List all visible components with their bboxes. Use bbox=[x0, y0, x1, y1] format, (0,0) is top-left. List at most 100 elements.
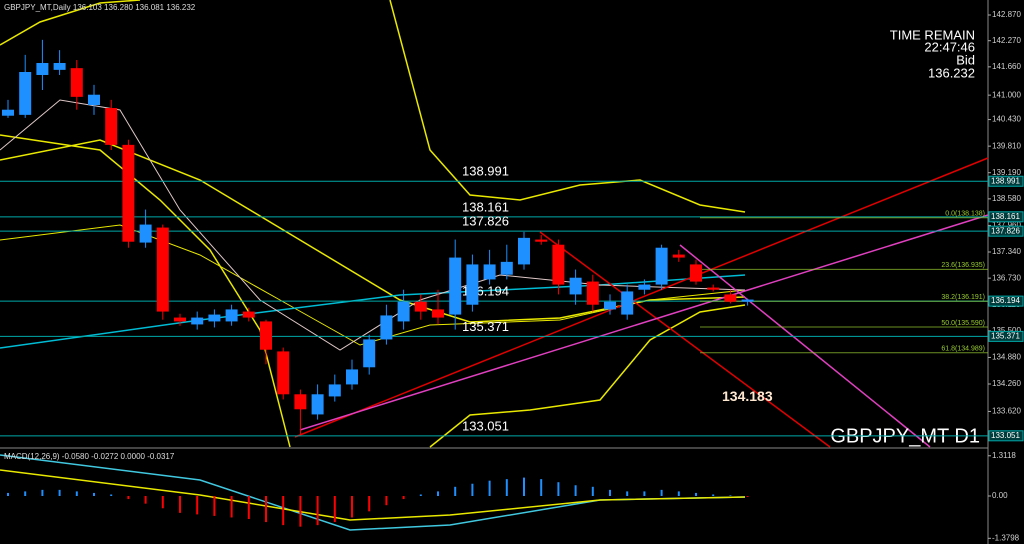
macd-tick-label: 0.00 bbox=[992, 491, 1008, 500]
fib-label: 38.2(136.191) bbox=[941, 294, 985, 301]
candle-body bbox=[294, 394, 307, 410]
level-box-label: 136.194 bbox=[991, 296, 1020, 305]
candle-body bbox=[414, 301, 427, 312]
candle-body bbox=[552, 244, 565, 285]
trend-line bbox=[294, 157, 989, 438]
candle-body bbox=[277, 351, 290, 395]
candle-body bbox=[500, 261, 513, 275]
candle-body bbox=[53, 63, 66, 70]
time-remaining: 22:47:46 bbox=[924, 39, 975, 54]
candle-body bbox=[483, 264, 496, 280]
candle-body bbox=[569, 277, 582, 295]
trend-line bbox=[539, 231, 831, 448]
candle-body bbox=[363, 339, 376, 368]
level-box bbox=[988, 175, 1024, 187]
candle-body bbox=[380, 315, 393, 340]
y-tick-label: 138.580 bbox=[992, 194, 1021, 203]
moving-average bbox=[0, 274, 746, 349]
candle-body bbox=[397, 301, 410, 322]
candle-body bbox=[122, 144, 135, 242]
candle-body bbox=[672, 254, 685, 258]
candle-body bbox=[707, 287, 720, 290]
candle-body bbox=[260, 321, 272, 350]
y-tick-label: 140.430 bbox=[992, 115, 1021, 124]
annotation: 134.183 bbox=[722, 388, 773, 404]
candle-body bbox=[19, 72, 32, 115]
candle-body bbox=[156, 227, 169, 312]
level-box-label: 138.161 bbox=[991, 212, 1020, 221]
level-label: 137.826 bbox=[462, 214, 509, 229]
candle-body bbox=[346, 369, 358, 385]
y-tick-label: 136.730 bbox=[992, 273, 1021, 282]
candle-body bbox=[535, 239, 548, 242]
level-label: 138.161 bbox=[462, 199, 509, 214]
candle-body bbox=[191, 317, 204, 325]
candle-body bbox=[724, 294, 737, 302]
bid-label: Bid bbox=[956, 52, 975, 67]
level-box-label: 133.051 bbox=[991, 431, 1020, 440]
trend-line bbox=[299, 214, 989, 431]
y-tick-label: 142.270 bbox=[992, 36, 1021, 45]
candle-body bbox=[36, 63, 49, 75]
candle-body bbox=[208, 314, 221, 322]
y-tick-label: 134.880 bbox=[992, 353, 1021, 362]
candle-body bbox=[690, 264, 702, 282]
candle-body bbox=[105, 108, 118, 145]
level-box-label: 137.826 bbox=[991, 226, 1020, 235]
candle-body bbox=[604, 301, 616, 310]
y-tick-label: 133.620 bbox=[992, 407, 1021, 416]
bid-price: 136.232 bbox=[928, 65, 975, 80]
candle-body bbox=[621, 291, 634, 315]
y-tick-label: 142.870 bbox=[992, 10, 1021, 19]
candle-body bbox=[2, 109, 14, 116]
candle-body bbox=[139, 224, 152, 243]
fib-label: 61.8(134.989) bbox=[941, 346, 985, 353]
candle-body bbox=[518, 237, 530, 265]
level-label: 135.371 bbox=[462, 319, 509, 334]
fib-label: 50.0(135.590) bbox=[941, 320, 985, 327]
candle-body bbox=[225, 309, 238, 322]
y-tick-label: 139.810 bbox=[992, 141, 1021, 150]
candle-body bbox=[449, 257, 462, 315]
upper-band bbox=[389, 0, 746, 213]
candle-body bbox=[311, 394, 324, 415]
time-label: TIME REMAIN bbox=[890, 27, 975, 42]
candle-body bbox=[655, 247, 668, 285]
level-box bbox=[988, 330, 1024, 342]
level-box-label: 138.991 bbox=[991, 176, 1020, 185]
macd-tick-label: -1.3798 bbox=[992, 533, 1020, 542]
macd-tick-label: 1.3118 bbox=[992, 451, 1016, 460]
candle-body bbox=[174, 317, 186, 322]
level-box-label: 135.371 bbox=[991, 331, 1020, 340]
level-box bbox=[988, 430, 1024, 442]
y-tick-label: 134.260 bbox=[992, 379, 1021, 388]
y-tick-label: 137.960 bbox=[992, 221, 1021, 230]
level-box bbox=[988, 225, 1024, 237]
level-label: 133.051 bbox=[462, 418, 509, 433]
candle-body bbox=[242, 311, 255, 318]
candle-body bbox=[70, 68, 83, 97]
candle-body bbox=[741, 299, 754, 302]
fib-label: 23.6(136.935) bbox=[941, 262, 985, 269]
macd-title: MACD(12,26,9) -0.0580 -0.0272 0.0000 -0.… bbox=[4, 452, 175, 461]
level-box bbox=[988, 211, 1024, 223]
signal-line bbox=[0, 469, 746, 521]
candle-body bbox=[466, 264, 479, 305]
y-tick-label: 141.660 bbox=[992, 62, 1021, 71]
y-tick-label: 137.340 bbox=[992, 247, 1021, 256]
candle-body bbox=[638, 284, 651, 290]
candle-body bbox=[432, 309, 444, 318]
chart-title: GBPJPY_MT,Daily 136.103 136.280 136.081 … bbox=[4, 3, 196, 12]
candle-body bbox=[586, 281, 599, 305]
upper-band bbox=[0, 0, 141, 46]
trend-line bbox=[679, 244, 931, 448]
level-label: 138.991 bbox=[462, 164, 509, 179]
y-tick-label: 135.500 bbox=[992, 326, 1021, 335]
candle-body bbox=[328, 384, 341, 397]
fib-label: 0.0(138.138) bbox=[945, 211, 985, 218]
candle-body bbox=[88, 94, 100, 105]
lower-band bbox=[429, 304, 746, 448]
y-tick-label: 141.000 bbox=[992, 90, 1021, 99]
y-tick-label: 139.190 bbox=[992, 168, 1021, 177]
